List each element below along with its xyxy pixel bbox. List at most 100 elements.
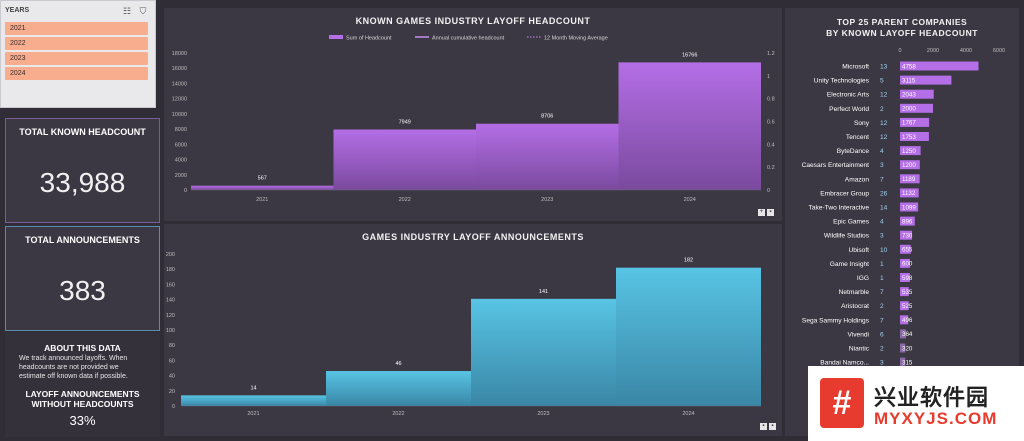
about-title: ABOUT THIS DATA xyxy=(44,343,121,353)
company-value-label: 1099 xyxy=(902,204,916,211)
company-announcement-count: 2 xyxy=(880,346,884,353)
y-tick-label: 2000 xyxy=(175,173,187,179)
y-tick-label: 40 xyxy=(169,374,175,380)
company-announcement-count: 7 xyxy=(880,317,884,324)
company-bar xyxy=(900,357,906,367)
company-announcement-count: 4 xyxy=(880,148,884,155)
company-value-label: 1767 xyxy=(902,120,916,127)
y-tick-label: 60 xyxy=(169,358,175,364)
company-value-label: 1250 xyxy=(902,148,916,155)
legend-swatch-bar xyxy=(329,35,343,39)
y-tick-label: 0 xyxy=(172,404,175,410)
company-announcement-count: 3 xyxy=(880,233,884,240)
company-value-label: 730 xyxy=(902,233,913,240)
company-value-label: 496 xyxy=(902,317,913,324)
company-announcement-count: 1 xyxy=(880,261,884,268)
headcount-chart: Sum of Headcount Annual cumulative headco… xyxy=(172,35,775,203)
y-tick-label: 10000 xyxy=(172,112,187,118)
watermark-cn-text: 兴业软件园 xyxy=(874,385,990,410)
multi-select-icon[interactable]: ☷ xyxy=(122,6,132,16)
slicer-item-2024[interactable]: 2024 xyxy=(5,67,148,80)
headcount-bar xyxy=(191,185,334,190)
y-tick-label: 120 xyxy=(166,313,175,319)
companies-title-2: BY KNOWN LAYOFF HEADCOUNT xyxy=(826,28,978,38)
y2-tick-label: 0.6 xyxy=(767,120,775,126)
legend-label: 12 Month Moving Average xyxy=(544,36,608,42)
company-bar xyxy=(900,287,909,297)
company-name: Take-Two Interactive xyxy=(809,205,870,212)
company-announcement-count: 12 xyxy=(880,120,888,127)
y2-tick-label: 1.2 xyxy=(767,51,775,57)
focus-mode-icon-2[interactable]: ▪ xyxy=(760,423,767,430)
company-name: Wildlife Studios xyxy=(824,233,870,240)
company-bar xyxy=(900,188,919,198)
company-name: Bandai Namco... xyxy=(820,360,869,367)
company-name: Niantic xyxy=(849,346,870,353)
company-bar xyxy=(900,174,920,184)
company-name: Aristocrat xyxy=(841,303,869,310)
announcement-bar xyxy=(181,395,326,406)
y-tick-label: 80 xyxy=(169,343,175,349)
company-name: IGG xyxy=(857,275,869,282)
announcement-data-label: 14 xyxy=(250,385,256,391)
company-name: Perfect World xyxy=(829,106,869,113)
company-value-label: 1753 xyxy=(902,134,916,141)
company-name: Sony xyxy=(854,120,870,127)
company-value-label: 896 xyxy=(902,218,913,225)
y-tick-label: 14000 xyxy=(172,81,187,87)
company-bar xyxy=(900,117,930,127)
announcement-bar xyxy=(616,267,761,406)
company-name: ByteDance xyxy=(837,148,870,155)
x-tick-label: 2021 xyxy=(247,411,259,417)
company-bar xyxy=(900,132,929,141)
company-announcement-count: 12 xyxy=(880,92,888,99)
company-value-label: 1189 xyxy=(902,176,916,183)
company-announcement-count: 3 xyxy=(880,360,884,367)
x-tick-label: 2000 xyxy=(927,48,939,54)
company-value-label: 535 xyxy=(902,289,913,296)
companies-title-1: TOP 25 PARENT COMPANIES xyxy=(836,17,968,27)
focus-mode-icon[interactable]: + xyxy=(758,209,765,216)
company-announcement-count: 3 xyxy=(880,162,884,169)
company-value-label: 3115 xyxy=(902,77,916,84)
company-value-label: 655 xyxy=(902,247,913,254)
company-bar xyxy=(900,216,915,226)
company-value-label: 598 xyxy=(902,275,913,282)
company-name: Caesars Entertainment xyxy=(802,162,870,169)
more-options-icon-2[interactable]: ▪ xyxy=(769,423,776,430)
slicer-item-2021[interactable]: 2021 xyxy=(5,22,148,35)
more-options-icon[interactable]: ▪ xyxy=(767,209,774,216)
x-tick-label: 4000 xyxy=(960,48,972,54)
company-bar xyxy=(900,89,934,99)
announcements-chart-panel: GAMES INDUSTRY LAYOFF ANNOUNCEMENTS 0 20 4… xyxy=(164,224,782,436)
company-announcement-count: 1 xyxy=(880,275,884,282)
total-announcements-card: TOTAL ANNOUNCEMENTS 383 xyxy=(5,226,160,331)
headcount-bar xyxy=(333,129,476,190)
y-tick-label: 8000 xyxy=(175,127,187,133)
total-headcount-card: TOTAL KNOWN HEADCOUNT 33,988 xyxy=(5,118,160,223)
clear-filter-icon[interactable]: ⛉ xyxy=(139,6,147,16)
announcement-data-label: 182 xyxy=(684,258,693,264)
company-announcement-count: 7 xyxy=(880,176,884,183)
announcement-data-label: 141 xyxy=(539,289,548,295)
headcount-chart-title: KNOWN GAMES INDUSTRY LAYOFF HEADCOUNT xyxy=(355,16,591,26)
headcount-data-label: 8706 xyxy=(541,114,553,120)
company-bar xyxy=(900,301,909,311)
y-tick-label: 6000 xyxy=(175,142,187,148)
company-announcement-count: 10 xyxy=(880,247,888,254)
headcount-bar xyxy=(618,62,761,190)
company-name: Ubisoft xyxy=(848,247,869,254)
company-bar xyxy=(900,202,919,212)
slicer-item-2022[interactable]: 2022 xyxy=(5,37,148,50)
company-value-label: 315 xyxy=(902,359,913,366)
company-name: Microsoft xyxy=(842,64,869,71)
headcount-data-label: 16766 xyxy=(682,52,697,58)
y-tick-label: 20 xyxy=(169,389,175,395)
company-name: Tencent xyxy=(846,134,869,141)
y-tick-label: 100 xyxy=(166,328,175,334)
slicer-item-2023[interactable]: 2023 xyxy=(5,52,148,65)
y-tick-label: 160 xyxy=(166,282,175,288)
y2-tick-label: 0 xyxy=(767,188,770,194)
announcement-bar xyxy=(326,371,471,406)
